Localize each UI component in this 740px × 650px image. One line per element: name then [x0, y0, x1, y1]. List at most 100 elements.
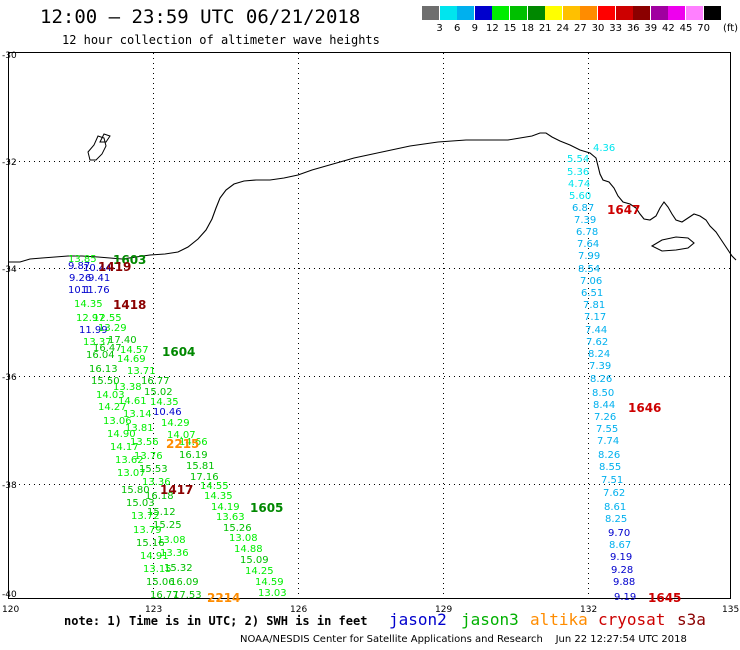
wave-height-value: 5.60: [569, 191, 592, 202]
wave-height-value: 7.51: [601, 475, 624, 486]
wave-height-value: 13.08: [157, 535, 186, 546]
color-scale-swatch: [598, 6, 615, 20]
wave-height-value: 8.55: [599, 462, 622, 473]
wave-height-value: 12.97: [76, 313, 105, 324]
wave-height-value: 14.69: [117, 354, 146, 365]
wave-height-value: 7.74: [597, 436, 620, 447]
color-scale-swatch: [686, 6, 703, 20]
color-scale-swatch: [545, 6, 563, 20]
wave-height-value: 17.16: [190, 472, 219, 483]
footer-credit: NOAA/NESDIS Center for Satellite Applica…: [240, 634, 687, 645]
wave-height-value: 9.19: [610, 552, 633, 563]
wave-height-value: 14.90: [107, 429, 136, 440]
wave-height-value: 12.55: [93, 313, 122, 324]
lon-label: 135: [722, 605, 739, 615]
color-scale-label: 9: [471, 23, 478, 34]
wave-height-value: 13.71: [127, 366, 156, 377]
wave-height-value: 4.36: [593, 143, 616, 154]
wave-height-value: 8.61: [604, 502, 627, 513]
wave-height-value: 14.17: [110, 442, 139, 453]
lon-label: 129: [435, 605, 452, 615]
wave-height-value: 17.40: [108, 335, 137, 346]
wave-height-value: 15.25: [153, 520, 182, 531]
color-scale-swatch: [580, 6, 598, 20]
lat-label: -36: [2, 373, 17, 383]
wave-height-value: 7.99: [578, 251, 601, 262]
wave-height-value: 13.76: [134, 451, 163, 462]
wave-height-value: 16.77: [150, 590, 179, 601]
wave-height-value: 15.32: [164, 563, 193, 574]
wave-height-value: 14.25: [245, 566, 274, 577]
wave-height-value: 15.16: [136, 538, 165, 549]
legend-item-jason3: jason3: [461, 610, 519, 629]
wave-height-value: 4.74: [568, 179, 591, 190]
wave-height-value: 8.24: [588, 349, 611, 360]
legend-item-s3a: s3a: [677, 610, 706, 629]
wave-height-value: 15.26: [223, 523, 252, 534]
wave-height-value: 5.54: [567, 154, 590, 165]
wave-height-value: 15.09: [240, 555, 269, 566]
wave-height-value: 15.81: [186, 461, 215, 472]
wave-height-value: 7.62: [603, 488, 626, 499]
wave-height-value: 13.08: [229, 533, 258, 544]
lon-label: 132: [580, 605, 597, 615]
color-scale-swatch: [492, 6, 510, 20]
wave-height-value: 9.88: [613, 577, 636, 588]
legend-item-altika: altika: [530, 610, 588, 629]
wave-height-value: 15.02: [144, 387, 173, 398]
color-scale-label: 36: [626, 23, 640, 34]
wave-height-value: 13.81: [125, 423, 154, 434]
lon-label: 123: [145, 605, 162, 615]
wave-height-value: 15.53: [139, 464, 168, 475]
wave-height-value: 7.39: [574, 215, 597, 226]
wave-height-value: 13.36: [142, 477, 171, 488]
wave-height-value: 16.47: [93, 343, 122, 354]
wave-height-value: 16.13: [89, 364, 118, 375]
kangaroo-island: [650, 236, 695, 252]
wave-height-value: 7.55: [596, 424, 619, 435]
color-scale-swatch: [615, 6, 633, 20]
island: [99, 133, 111, 143]
pass-time-label: 1646: [628, 401, 662, 415]
wave-height-value: 14.55: [200, 481, 229, 492]
color-scale-swatch: [439, 6, 457, 20]
wave-height-value: 11.99: [79, 325, 108, 336]
lat-label: -40: [2, 590, 17, 600]
wave-height-value: 9.28: [611, 565, 634, 576]
wave-height-value: 10.46: [153, 407, 182, 418]
color-scale-label: 3: [436, 23, 443, 34]
wave-height-value: 13.56: [130, 437, 159, 448]
map-title: 12:00 – 23:59 UTC 06/21/2018: [40, 6, 361, 28]
color-scale-label: 15: [503, 23, 517, 34]
wave-height-value: 14.03: [96, 390, 125, 401]
color-scale-swatch: [422, 6, 439, 20]
color-scale-label: 42: [662, 23, 675, 34]
color-scale-label: 39: [644, 23, 658, 34]
island: [87, 135, 107, 161]
wave-height-value: 8.50: [592, 388, 615, 399]
pass-time-label: 1417: [160, 483, 194, 497]
color-scale-label: 21: [538, 23, 552, 34]
color-scale-label: 6: [454, 23, 461, 34]
wave-height-value: 16.77: [141, 376, 170, 387]
color-scale-swatch: [527, 6, 545, 20]
wave-height-value: 14.29: [161, 418, 190, 429]
color-scale-swatch: [510, 6, 527, 20]
legend-item-cryosat: cryosat: [598, 610, 666, 629]
wave-height-value: 6.78: [576, 227, 599, 238]
wave-height-value: 9.87: [68, 261, 91, 272]
wave-height-value: 7.17: [584, 312, 607, 323]
color-scale-label: 24: [556, 23, 570, 34]
wave-height-value: 8.26: [598, 450, 621, 461]
wave-height-value: 15.80: [121, 485, 150, 496]
wave-height-value: 14.91: [140, 551, 169, 562]
wave-height-value: 17.53: [173, 590, 202, 601]
color-scale-label: 33: [609, 23, 622, 34]
wave-height-value: 14.35: [74, 299, 103, 310]
wave-height-value: 9.41: [88, 273, 111, 284]
wave-height-value: 8.26: [590, 374, 613, 385]
pass-time-label: 2214: [207, 591, 241, 605]
wave-height-value: 9.70: [608, 528, 631, 539]
color-scale-label: 18: [521, 23, 534, 34]
wave-height-value: 7.64: [577, 239, 600, 250]
